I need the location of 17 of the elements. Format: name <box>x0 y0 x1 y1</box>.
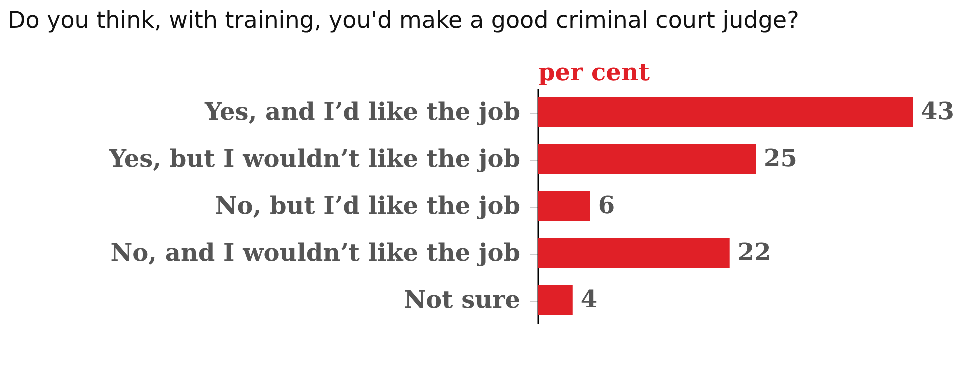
bar <box>538 144 756 175</box>
bar <box>538 285 573 316</box>
bar <box>538 191 590 222</box>
data-label: 25 <box>764 144 798 172</box>
y-tick-label: No, and I wouldn’t like the job <box>110 238 520 267</box>
y-tick-label: No, but I’d like the job <box>215 191 520 220</box>
chart-title: Do you think, with training, you'd make a good criminal court judge? <box>7 7 800 36</box>
bar <box>538 97 913 128</box>
y-tick-label: Yes, and I’d like the job <box>204 97 520 126</box>
y-tick-label: Not sure <box>404 285 520 314</box>
bar <box>538 238 730 269</box>
x-axis-title: per cent <box>538 58 650 86</box>
y-tick-label: Yes, but I wouldn’t like the job <box>108 144 520 173</box>
data-label: 22 <box>738 238 772 266</box>
data-label: 4 <box>580 284 598 314</box>
data-label: 6 <box>598 190 616 220</box>
data-label: 43 <box>921 96 954 126</box>
